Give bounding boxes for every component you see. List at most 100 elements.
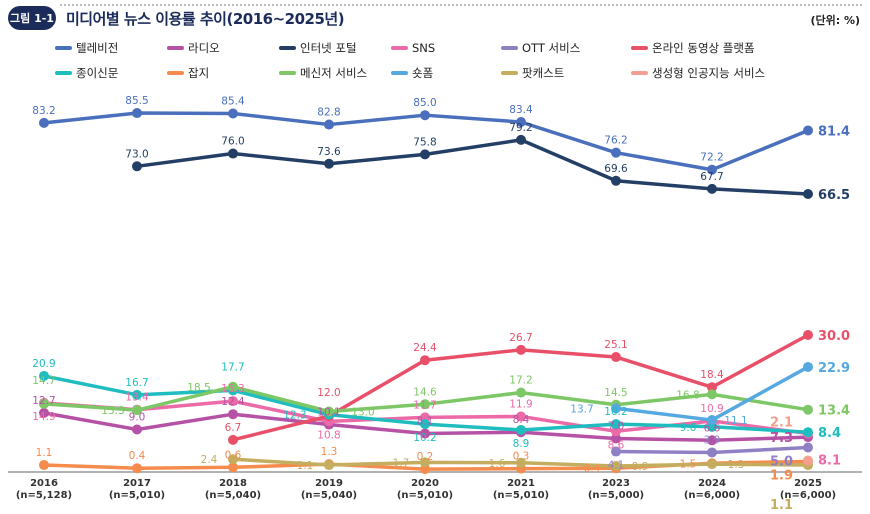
x-tick-sample-size: (n=5,010) [493,490,549,501]
legend-label: 잡지 [188,66,210,80]
legend: 텔레비전 라디오 인터넷 포털 SNS OTT 서비스 온라인 동영상 플랫폼 종이신문 잡지… [55,40,791,81]
data-label: 12.3 [283,410,306,422]
data-label: 85.5 [125,95,148,107]
legend-item: 텔레비전 [55,40,167,56]
data-point [39,117,49,128]
legend-label: SNS [412,41,436,55]
chart-title: 미디어별 뉴스 이용률 추이(2016~2025년) [66,10,345,28]
data-label: 1.3 [321,446,338,458]
data-point [132,389,142,400]
legend-swatch [279,46,296,50]
data-label: 7.3 [770,431,793,446]
data-label: 12.0 [317,387,340,399]
data-label: 13.4 [818,404,850,419]
data-label: 1.1 [36,447,53,459]
data-label: 4.1 [608,460,625,472]
data-label: 67.7 [700,171,723,183]
data-point [132,108,142,119]
data-label: 20.9 [32,358,55,370]
legend-item: 온라인 동영상 플랫폼 [631,40,791,56]
data-point [516,117,526,128]
data-point [228,409,238,420]
data-point [228,381,238,392]
data-point [132,161,142,172]
data-label: 72.2 [700,152,723,164]
data-label: 6.6 [704,422,721,434]
data-label: 10.9 [700,403,723,415]
legend-label: 메신저 서비스 [300,66,368,80]
legend-swatch [391,46,408,50]
data-point [611,403,621,414]
data-label: 1.6 [489,458,506,470]
data-label: 11.1 [724,415,747,427]
data-point [228,462,238,473]
data-label: 10.1 [317,407,340,419]
data-label: 10.2 [604,406,627,418]
data-label: 13.0 [351,407,374,419]
data-point [228,148,238,159]
series-line [136,138,809,196]
data-label: 17.2 [509,375,532,387]
data-point [516,134,526,145]
legend-swatch [631,71,648,75]
data-label: 14.5 [604,387,627,399]
data-label: 8.4 [818,426,841,441]
legend-label: 숏폼 [412,66,434,80]
data-label: 2.1 [770,416,793,431]
data-point [420,399,430,410]
data-point [516,344,526,355]
data-label: 7.0 [608,421,625,433]
data-label: 76.2 [604,135,627,147]
data-point [803,361,813,372]
data-point [707,415,717,426]
data-point [707,183,717,194]
data-point [803,330,813,340]
data-label: 10.8 [317,429,340,441]
data-point [803,189,813,199]
data-label: 30.0 [818,329,850,344]
x-tick-sample-size: (n=5,040) [301,490,357,501]
data-point [420,457,430,468]
data-point [707,435,717,446]
legend-swatch [167,71,184,75]
data-point [39,407,49,418]
data-label: 76.0 [221,136,244,148]
x-tick-label: 2025 [794,478,822,489]
data-label: 14.7 [32,375,55,387]
data-label: 13.3 [101,405,124,417]
data-label: 18.4 [700,369,724,381]
legend-swatch [279,71,296,75]
legend-item: 생성형 인공지능 서비스 [631,65,791,81]
data-label: 11.7 [413,399,436,411]
data-label: 0.4 [129,450,146,462]
data-label: 66.5 [818,188,850,203]
data-label: 1.5 [680,458,697,470]
data-point [420,355,430,366]
data-point [611,426,621,437]
data-label: 3.9 [704,434,721,446]
data-point [611,446,621,457]
data-point [516,387,526,398]
data-label: 8.9 [513,438,530,450]
data-point [324,119,334,130]
data-point [228,108,238,119]
legend-label: 텔레비전 [76,41,119,55]
figure-badge: 그림 1-1 [8,6,56,30]
data-label: 0.3 [513,451,530,463]
legend-item: 메신저 서비스 [279,65,391,81]
x-tick-sample-size: (n=5,000) [588,490,644,501]
legend-label: 생성형 인공지능 서비스 [652,66,766,80]
data-point [228,454,238,465]
data-label: 0.2 [417,451,434,463]
legend-label: 인터넷 포털 [300,41,357,55]
data-label: 1.1 [770,498,793,513]
data-label: 8.1 [818,454,841,469]
top-divider [60,4,862,6]
x-tick-sample-size: (n=6,000) [780,490,836,501]
data-label: 69.6 [604,163,628,175]
data-label: 6.7 [225,422,242,434]
data-point [228,396,238,407]
data-label: 85.4 [221,95,245,107]
legend-swatch [501,46,518,50]
